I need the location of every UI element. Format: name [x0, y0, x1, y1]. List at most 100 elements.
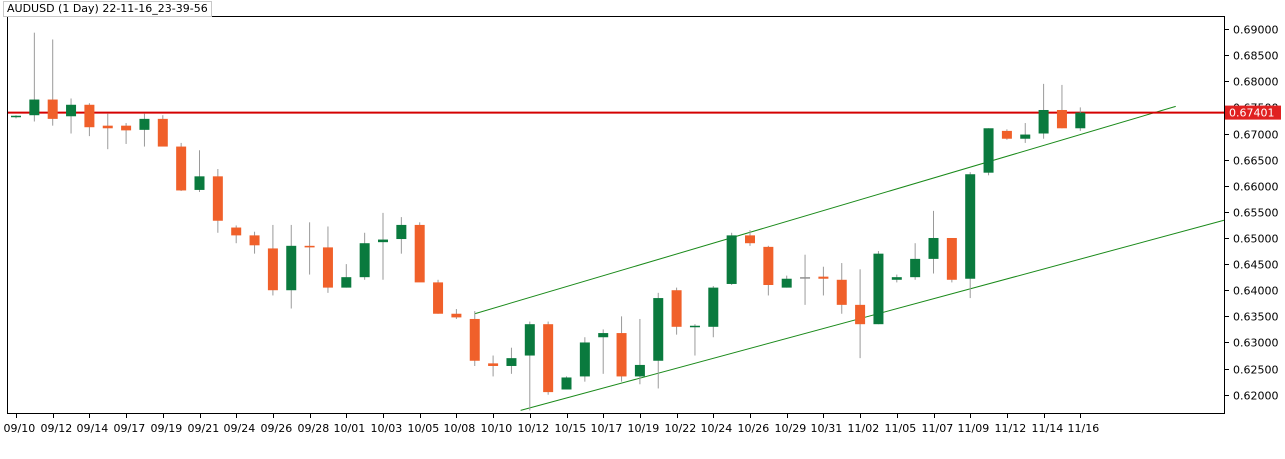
candle: [598, 329, 609, 374]
candle-body: [910, 258, 921, 278]
price-label-bg: [1225, 105, 1281, 120]
candle-body: [249, 235, 260, 246]
y-tick-label: 0.64500: [1233, 259, 1279, 272]
y-tick-label: 0.68000: [1233, 76, 1279, 89]
candle-body: [378, 239, 388, 243]
candle: [910, 243, 921, 280]
y-tick-label: 0.69000: [1233, 24, 1279, 37]
candle-body: [506, 358, 517, 366]
x-tick-label: 10/17: [591, 422, 623, 435]
candle-body: [66, 104, 77, 117]
candle-body: [763, 246, 774, 286]
candle: [745, 230, 755, 246]
candle-body: [928, 237, 939, 259]
y-tick-label: 0.63500: [1233, 311, 1279, 324]
candle-body: [1020, 134, 1031, 139]
candle: [414, 222, 425, 283]
candle: [1056, 84, 1067, 129]
candle: [47, 39, 58, 126]
candle-body: [873, 253, 884, 325]
candle: [286, 224, 297, 309]
y-tick-label: 0.66000: [1233, 181, 1279, 194]
candle-body: [304, 245, 315, 248]
candle-body: [396, 224, 407, 240]
x-tick-label: 10/08: [444, 422, 476, 435]
channel-upper-line: [474, 105, 1176, 315]
trend-channel: [474, 105, 1225, 411]
candle-body: [1001, 130, 1012, 139]
y-tick-label: 0.65500: [1233, 207, 1279, 220]
candle-body: [322, 247, 333, 288]
candle-body: [433, 282, 444, 314]
candle-body: [267, 248, 278, 291]
x-tick-label: 11/16: [1068, 422, 1100, 435]
candle-body: [341, 277, 352, 288]
current-price-marker: 0.67401: [1225, 105, 1281, 120]
candle-body: [176, 146, 187, 191]
candle-body: [653, 298, 664, 361]
y-tick-label: 0.67000: [1233, 129, 1279, 142]
x-tick-label: 11/02: [848, 422, 880, 435]
candle-body: [561, 377, 572, 390]
candle: [378, 212, 388, 280]
candle: [983, 128, 994, 176]
candle: [946, 237, 957, 283]
y-tick-label: 0.62000: [1233, 390, 1279, 403]
candle: [66, 98, 77, 134]
candle: [84, 103, 95, 137]
candle-body: [634, 364, 645, 377]
candle-body: [359, 243, 370, 278]
x-axis: 09/10 09/12 09/14 09/17 09/19 09/21 09/24 09/26…: [4, 413, 1100, 435]
candle: [212, 169, 223, 233]
y-tick-label: 0.68500: [1233, 50, 1279, 63]
x-tick-label: 11/09: [958, 422, 990, 435]
candle: [634, 318, 645, 385]
x-tick-label: 10/24: [701, 422, 733, 435]
y-tick-label: 0.66500: [1233, 155, 1279, 168]
x-tick-label: 09/26: [261, 422, 293, 435]
candle-body: [1038, 109, 1049, 134]
candle: [616, 316, 627, 382]
candle: [689, 324, 700, 356]
y-tick-label: 0.62500: [1233, 364, 1279, 377]
candle: [836, 263, 847, 314]
candle: [671, 287, 682, 335]
candle: [928, 210, 939, 274]
candle-body: [414, 224, 425, 283]
x-tick-label: 10/03: [371, 422, 403, 435]
x-tick-label: 10/10: [481, 422, 513, 435]
candle-body: [212, 176, 223, 221]
candle-body: [1056, 109, 1067, 129]
x-tick-label: 09/28: [298, 422, 330, 435]
x-tick-label: 10/22: [665, 422, 697, 435]
candle: [891, 274, 902, 283]
candle-body: [855, 304, 866, 325]
candle: [561, 376, 572, 390]
candle: [763, 245, 774, 296]
candle: [1038, 83, 1049, 139]
candle: [102, 113, 113, 150]
candle: [249, 231, 260, 254]
x-tick-label: 11/07: [922, 422, 954, 435]
candle-body: [29, 99, 40, 116]
candle-body: [102, 125, 113, 129]
candle-body: [451, 313, 462, 318]
candle: [1020, 123, 1031, 143]
candle: [873, 251, 884, 325]
candles: [11, 32, 1086, 411]
candle: [855, 269, 866, 359]
x-tick-label: 10/01: [334, 422, 366, 435]
channel-lower-line: [520, 219, 1225, 411]
x-tick-label: 10/15: [555, 422, 587, 435]
candle-body: [47, 99, 58, 119]
x-tick-label: 09/19: [151, 422, 183, 435]
candle: [506, 347, 517, 374]
candle: [341, 264, 352, 288]
candle-body: [836, 279, 847, 305]
x-tick-label: 09/14: [77, 422, 109, 435]
price-label: 0.67401: [1229, 107, 1275, 120]
candle: [322, 226, 333, 293]
candle: [11, 115, 21, 119]
